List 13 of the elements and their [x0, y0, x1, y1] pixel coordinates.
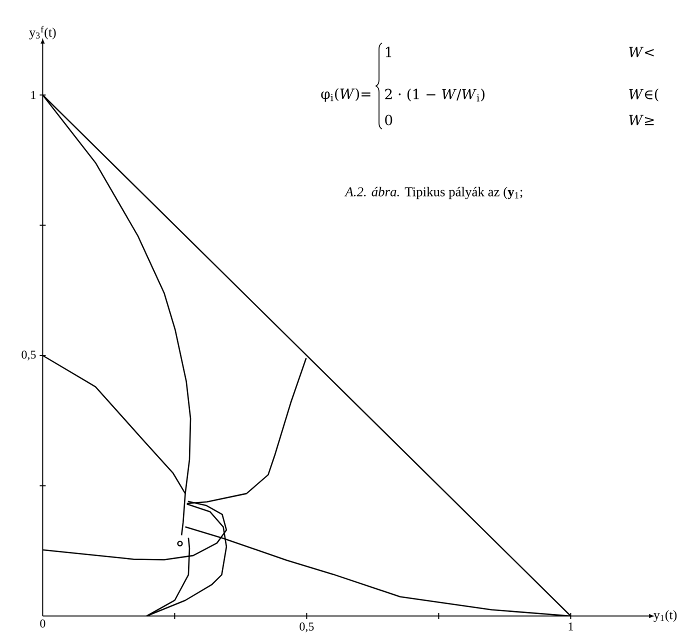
annotation: W∈( — [629, 88, 658, 102]
annotation: W≥ — [629, 114, 654, 126]
annotation: W< — [629, 46, 654, 58]
annotation: 1 — [386, 46, 392, 58]
y-axis-title: y$_{3}$$^{f}$(t) — [29, 26, 56, 40]
annotation: 0 — [385, 114, 392, 126]
annotation: φ$_{i}$(W)= — [321, 88, 370, 102]
x-tick-label: 1 — [568, 622, 573, 630]
x-axis-title: y$_{1}$(t) — [654, 610, 677, 622]
annotation: A.2. ábra. Tipikus pályák az (y$_{1}$; — [344, 186, 522, 200]
x-tick-label: 0,5 — [300, 622, 314, 632]
annotation: 2 · (1 − W/W$_{i}$) — [385, 88, 484, 102]
x-tick-label: 0 — [40, 620, 46, 628]
